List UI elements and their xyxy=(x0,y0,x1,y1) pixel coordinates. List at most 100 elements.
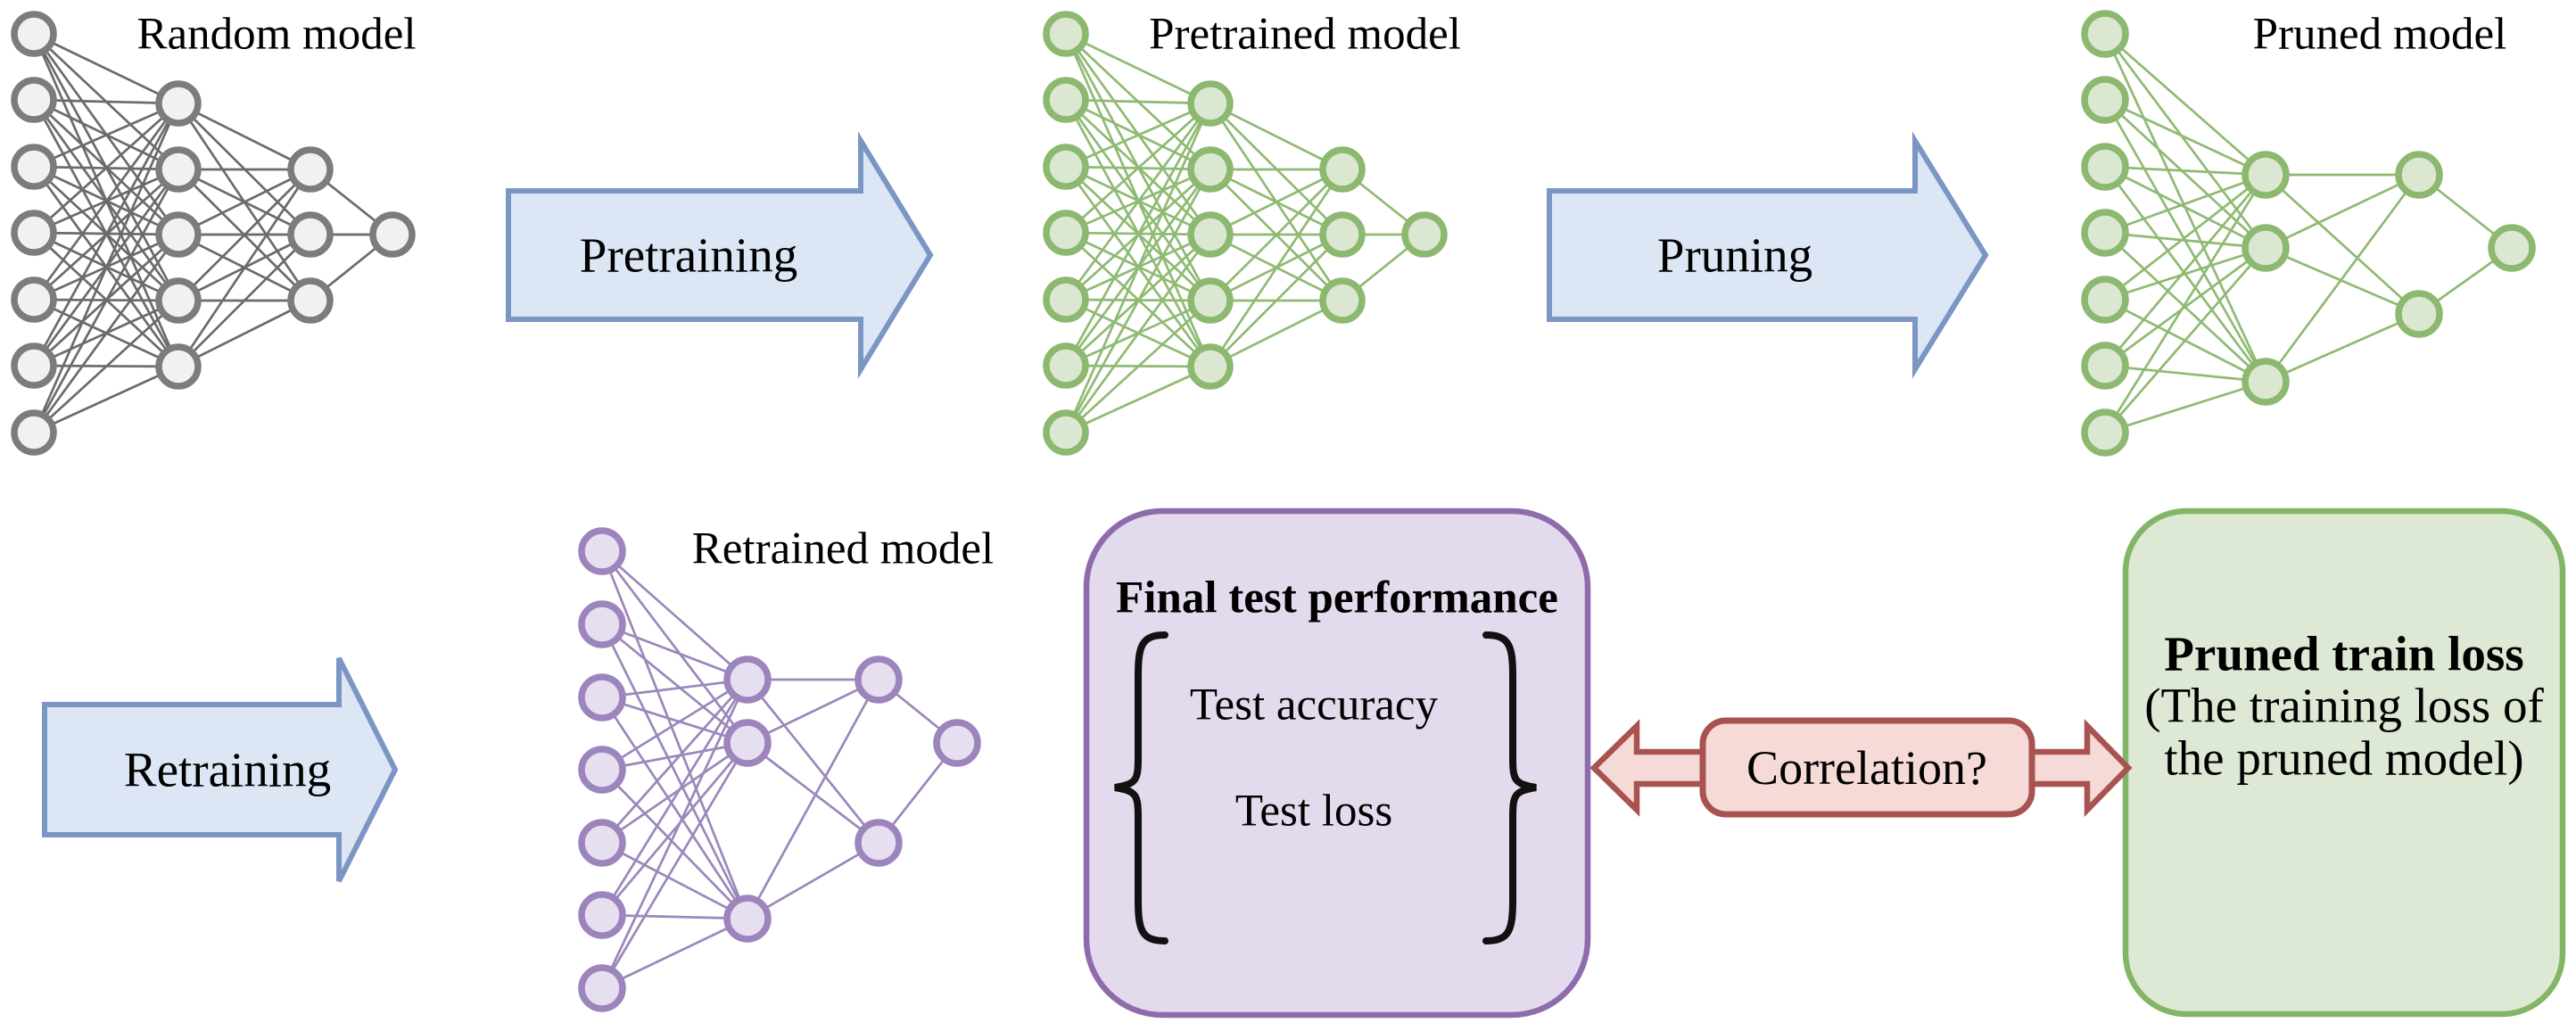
pretrained-model-node xyxy=(1043,276,1089,323)
pretrained-model-edge xyxy=(1064,103,1212,367)
random-model-node xyxy=(11,342,57,389)
pruned-model-node xyxy=(2081,10,2129,58)
pretrained-model-edge xyxy=(1065,300,1211,433)
retrained-model-edge xyxy=(600,550,749,920)
pruned-train-loss-subtitle-1: (The training loss of xyxy=(2144,678,2544,733)
random-model-edge xyxy=(178,102,311,171)
retrained-model-edge xyxy=(600,679,749,844)
retrained-model-node xyxy=(578,964,626,1012)
pruned-model-edge xyxy=(2264,174,2421,383)
pruned-model-node xyxy=(2242,224,2290,272)
random-model-node xyxy=(287,211,334,258)
random-model-node xyxy=(155,80,202,127)
pruned-model-edge xyxy=(2104,246,2266,301)
retrained-model-edge xyxy=(601,741,748,845)
pretrained-model-edge xyxy=(1065,102,1211,169)
pretrained-model-edge xyxy=(1210,234,1343,367)
pruning-arrow-label: Pruning xyxy=(1656,227,1813,283)
pretrained-model-node xyxy=(1319,146,1366,193)
retrained-model-node xyxy=(723,719,772,767)
pruned-model-node xyxy=(2081,276,2129,324)
final-test-performance-title: Final test performance xyxy=(1116,573,1558,623)
pretraining-arrow xyxy=(506,131,934,379)
retrained-model-node xyxy=(933,719,981,767)
pretrained-model-node xyxy=(1187,211,1234,258)
retrained-model-edge xyxy=(601,841,748,920)
pretrained-model-node xyxy=(1043,144,1089,190)
retrained-model-node xyxy=(578,600,626,648)
random-model-node xyxy=(11,210,57,256)
pruned-model-node xyxy=(2081,76,2129,124)
retrained-model-edge xyxy=(747,741,879,845)
pruned-model-edge xyxy=(2265,174,2420,315)
pruned-model-edge xyxy=(2104,246,2266,367)
retrained-model-node xyxy=(578,673,626,722)
pretrained-model-edge xyxy=(1065,102,1211,235)
retrained-model-edge xyxy=(601,623,748,681)
retrained-model-edge xyxy=(747,841,879,920)
retrained-model-label: Retrained model xyxy=(691,524,995,574)
random-model-edge xyxy=(178,168,311,236)
pruned-model-node xyxy=(2395,151,2443,199)
retraining-arrow-label: Retraining xyxy=(123,742,332,797)
random-model-node xyxy=(155,146,202,193)
pruned-model-edge xyxy=(2104,165,2266,250)
pruning-arrow xyxy=(1547,131,1989,379)
pruned-model-edge xyxy=(2104,231,2266,250)
retrained-model-edge xyxy=(601,623,748,745)
correlation-label: Correlation? xyxy=(1746,741,1987,795)
pruned-model-node xyxy=(2081,143,2129,191)
pretrained-model-node xyxy=(1043,77,1089,123)
pruned-train-loss-subtitle-2: the pruned model) xyxy=(2164,730,2524,786)
retrained-model-edge xyxy=(746,679,880,844)
pretrained-model-edge xyxy=(1065,365,1211,434)
random-model-edge xyxy=(178,299,311,368)
random-model-edge xyxy=(33,32,179,105)
pruned-model-node xyxy=(2488,224,2536,272)
pretrained-model-edge xyxy=(1064,234,1212,433)
retrained-model-edge xyxy=(601,913,748,920)
correlation-box xyxy=(1699,717,2035,818)
retrained-model-node xyxy=(723,895,772,943)
retrained-model-node xyxy=(578,891,626,939)
random-model-node xyxy=(287,146,334,193)
pretrained-model-edge xyxy=(1064,103,1212,301)
pretrained-model-node xyxy=(1043,210,1089,256)
pretrained-model-node xyxy=(1187,146,1234,193)
random-model-edge xyxy=(178,169,311,301)
pruned-model-edge xyxy=(2103,33,2267,249)
retrained-model-node xyxy=(578,527,626,575)
random-model-node xyxy=(11,409,57,456)
random-model-node xyxy=(11,77,57,123)
random-model-node xyxy=(155,211,202,258)
retrained-model-edge xyxy=(600,742,749,989)
retrained-model-edge xyxy=(746,679,880,920)
retrained-model-edge xyxy=(600,550,749,744)
left-brace xyxy=(1114,631,1168,944)
random-model-node xyxy=(11,11,57,57)
pruned-model-node xyxy=(2242,151,2290,199)
pruned-model-edge xyxy=(2104,173,2266,235)
test-loss-label: Test loss xyxy=(1234,786,1393,837)
pretrained-model-node xyxy=(1187,277,1234,324)
pruned-model-edge xyxy=(2103,247,2267,433)
retrained-model-edge xyxy=(601,917,748,990)
retrained-model-node xyxy=(578,819,626,867)
random-model-edge xyxy=(177,169,312,367)
final-test-performance-box xyxy=(1083,507,1591,1019)
pruned-model-edge xyxy=(2265,312,2420,384)
pruned-model-edge xyxy=(2104,364,2266,384)
random-model-node xyxy=(155,277,202,324)
random-model-edge xyxy=(32,234,180,433)
pretrained-model-edge xyxy=(1065,98,1211,105)
pruned-model-edge xyxy=(2104,98,2266,177)
pretrained-model-node xyxy=(1187,343,1234,390)
retrained-model-edge xyxy=(601,549,748,681)
random-model-node xyxy=(369,211,416,258)
pretrained-model-edge xyxy=(1210,299,1343,368)
retrained-model-node xyxy=(855,819,903,867)
pretrained-model-edge xyxy=(1209,169,1344,367)
random-model-node xyxy=(11,276,57,323)
retrained-model-edge xyxy=(600,742,749,916)
